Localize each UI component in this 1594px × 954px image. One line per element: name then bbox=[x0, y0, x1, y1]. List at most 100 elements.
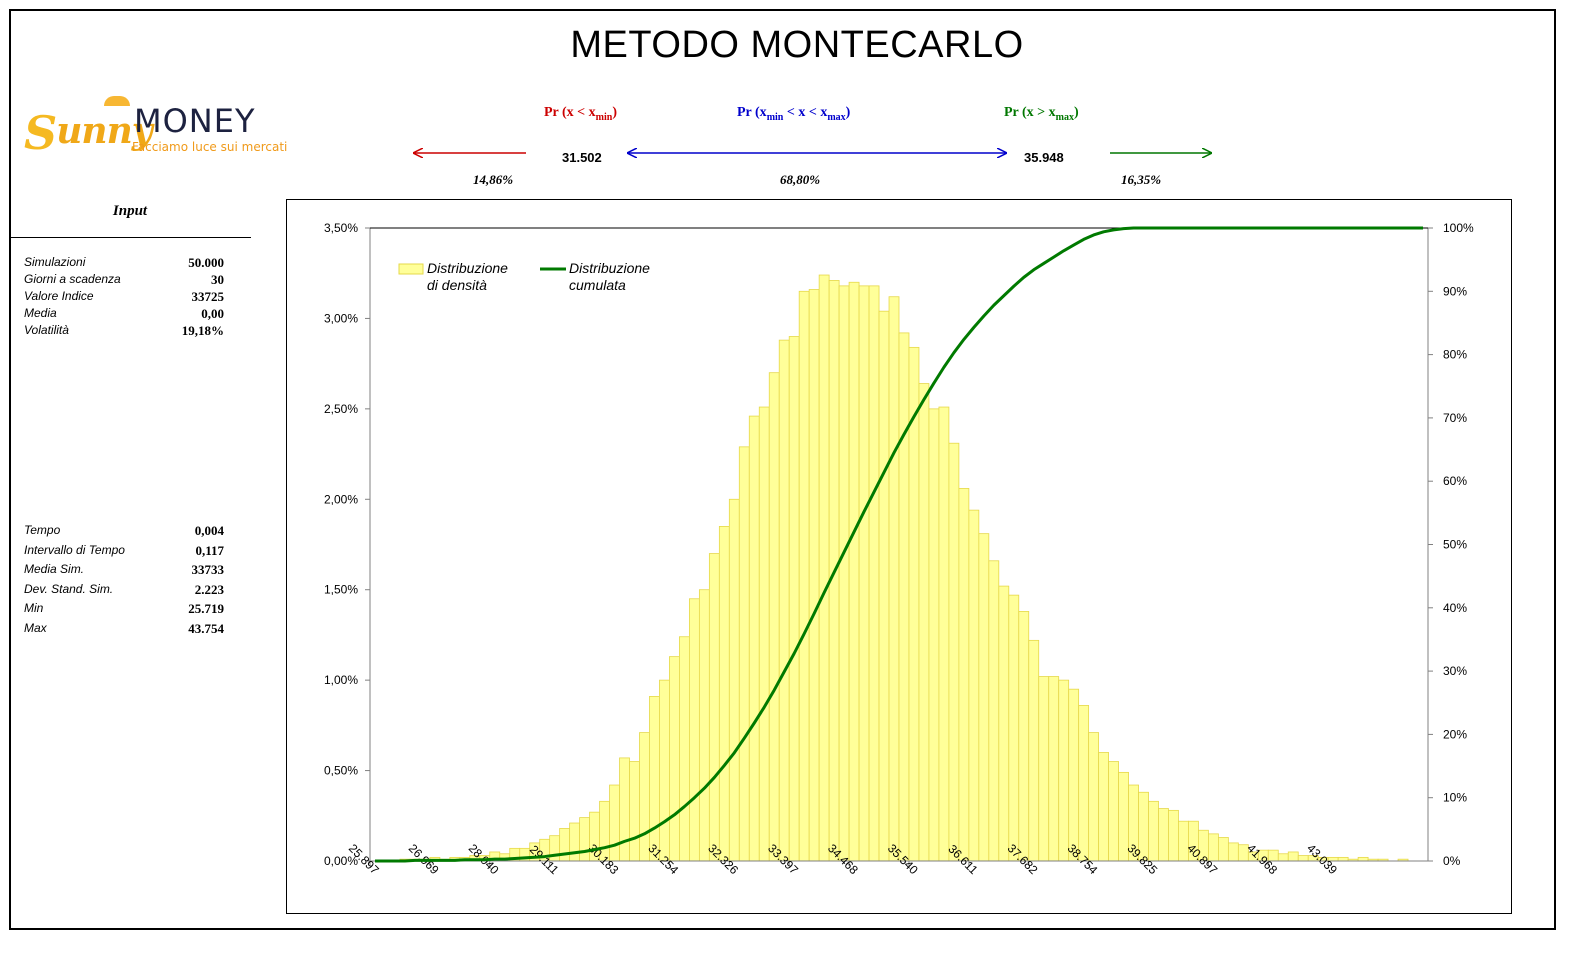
density-bar bbox=[649, 696, 660, 862]
result-row: Dev. Stand. Sim. 2.223 bbox=[24, 582, 224, 598]
density-bar bbox=[1028, 639, 1040, 862]
density-bar bbox=[1048, 676, 1060, 862]
density-bar bbox=[738, 446, 750, 862]
density-bar bbox=[579, 817, 590, 862]
y-right-tick-label: 80% bbox=[1443, 348, 1467, 362]
y-right-tick-label: 10% bbox=[1443, 791, 1467, 805]
y-left-tick-label: 2,50% bbox=[324, 402, 358, 416]
density-bar bbox=[1108, 761, 1119, 862]
result-value: 0,004 bbox=[194, 523, 224, 538]
result-row: Intervallo di Tempo 0,117 bbox=[24, 543, 224, 559]
density-bar bbox=[928, 408, 940, 862]
density-bar bbox=[868, 285, 880, 862]
legend-density-label-2: di densità bbox=[427, 277, 487, 293]
montecarlo-chart: 0,00% 0,50% 1,00% 1,50% 2,00% 2,50% 3,00% 3,50%… bbox=[324, 221, 1474, 877]
density-bar bbox=[619, 757, 630, 862]
density-bar bbox=[918, 383, 930, 862]
result-value: 25.719 bbox=[188, 601, 224, 616]
param-row: Volatilità 19,18% bbox=[24, 323, 224, 339]
result-row: Min 25.719 bbox=[24, 601, 224, 617]
y-right-tick-label: 30% bbox=[1443, 664, 1467, 678]
result-label: Intervallo di Tempo bbox=[24, 542, 125, 557]
chart-container: 0,00% 0,50% 1,00% 1,50% 2,00% 2,50% 3,00% 3,50%… bbox=[286, 199, 1512, 914]
cumulative-line bbox=[374, 226, 1424, 863]
density-bar bbox=[1297, 855, 1309, 862]
prob-right-percent: 16,35% bbox=[1121, 172, 1162, 187]
density-bar bbox=[1068, 688, 1080, 862]
y-left-tick-label: 0,00% bbox=[324, 854, 358, 868]
density-bar bbox=[1277, 853, 1289, 862]
logo-money: MONEY bbox=[134, 102, 256, 140]
density-bar bbox=[688, 598, 700, 862]
density-bar bbox=[569, 822, 580, 862]
param-value: 0,00 bbox=[201, 306, 224, 321]
legend-density-label: Distribuzione bbox=[427, 260, 508, 276]
logo-sunny: Sunny bbox=[24, 106, 153, 160]
density-bar bbox=[948, 442, 960, 862]
prob-middle-percent: 68,80% bbox=[780, 172, 821, 187]
density-bar bbox=[1357, 856, 1369, 862]
result-row: Max 43.754 bbox=[24, 621, 224, 637]
density-bar bbox=[898, 332, 910, 862]
y-left-tick-label: 0,50% bbox=[324, 764, 358, 778]
result-label: Dev. Stand. Sim. bbox=[24, 581, 114, 596]
param-value: 33725 bbox=[191, 289, 225, 304]
param-row: Media 0,00 bbox=[24, 306, 224, 322]
param-label: Simulazioni bbox=[24, 255, 86, 269]
density-bar bbox=[1058, 679, 1070, 862]
result-label: Media Sim. bbox=[24, 562, 85, 576]
density-bar bbox=[878, 310, 890, 862]
density-bar bbox=[1098, 752, 1109, 862]
density-bar bbox=[1018, 611, 1030, 862]
density-bar bbox=[1158, 808, 1169, 862]
result-value: 2.223 bbox=[194, 581, 224, 597]
density-bar bbox=[958, 488, 970, 862]
density-bar bbox=[888, 296, 900, 862]
y-right-tick-label: 70% bbox=[1443, 411, 1467, 425]
param-label: Valore Indice bbox=[24, 289, 94, 303]
prob-middle-label: Pr (xmin < x < xmax) bbox=[737, 105, 851, 123]
density-bar bbox=[698, 589, 710, 862]
result-value: 0,117 bbox=[195, 542, 224, 558]
density-bar bbox=[988, 560, 1000, 862]
density-bar bbox=[768, 372, 780, 862]
density-bar bbox=[998, 585, 1010, 862]
y-right-tick-label: 20% bbox=[1443, 727, 1467, 741]
input-divider bbox=[11, 237, 251, 238]
density-bar bbox=[679, 636, 690, 862]
param-row: Simulazioni 50.000 bbox=[24, 255, 224, 271]
logo-tagline: Facciamo luce sui mercati bbox=[132, 140, 288, 154]
result-row: Tempo 0,004 bbox=[24, 523, 224, 539]
density-bar bbox=[1287, 851, 1299, 862]
result-value: 33733 bbox=[191, 562, 225, 577]
y-right-tick-label: 40% bbox=[1443, 601, 1467, 615]
xmax-value: 35.948 bbox=[1024, 150, 1064, 165]
param-label: Media bbox=[24, 306, 57, 320]
density-bar bbox=[808, 289, 820, 862]
density-bar bbox=[718, 526, 730, 862]
density-bar bbox=[778, 339, 790, 862]
density-bar bbox=[1178, 820, 1189, 862]
param-label: Giorni a scadenza bbox=[24, 272, 121, 286]
density-bar bbox=[629, 761, 640, 862]
result-label: Tempo bbox=[24, 523, 61, 537]
density-bar bbox=[1008, 594, 1020, 862]
param-value: 19,18% bbox=[181, 323, 224, 338]
density-bar bbox=[1148, 800, 1159, 862]
density-bar bbox=[1168, 809, 1179, 862]
density-bar bbox=[1088, 732, 1100, 862]
density-bar bbox=[818, 274, 830, 862]
density-bar bbox=[848, 281, 860, 862]
density-bar bbox=[758, 406, 770, 862]
density-bar bbox=[559, 828, 571, 862]
param-value: 50.000 bbox=[188, 255, 224, 270]
density-bar bbox=[659, 679, 670, 862]
density-bar bbox=[639, 732, 650, 862]
prob-left-percent: 14,86% bbox=[473, 172, 514, 187]
legend-density-swatch bbox=[398, 263, 424, 275]
result-label: Min bbox=[24, 601, 44, 615]
density-bar bbox=[1038, 676, 1050, 862]
density-bar bbox=[728, 498, 740, 862]
density-bar bbox=[1218, 837, 1229, 862]
param-row: Valore Indice 33725 bbox=[24, 289, 224, 305]
